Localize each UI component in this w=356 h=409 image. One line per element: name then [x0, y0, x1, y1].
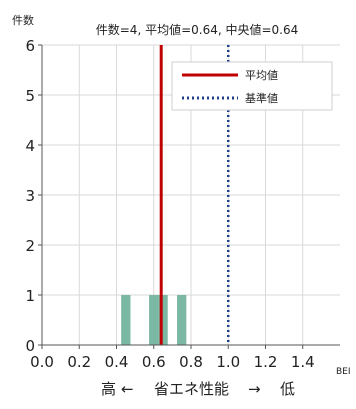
x-caption-arrow-left: ←	[121, 380, 134, 398]
x-caption-performance: 省エネ性能	[154, 380, 229, 398]
y-tick-label: 1	[25, 287, 35, 305]
bar-layer	[121, 295, 187, 345]
legend-box	[171, 61, 333, 111]
legend-mean-label: 平均値	[245, 69, 278, 82]
x-tick-label: 0.0	[30, 353, 54, 371]
x-tick-label: 0.4	[105, 353, 129, 371]
legend: 平均値 基準値	[171, 61, 333, 111]
y-tick-label: 5	[25, 87, 35, 105]
y-tick-label: 0	[25, 337, 35, 355]
x-tick-label: 0.2	[67, 353, 91, 371]
chart-title: 件数=4, 平均値=0.64, 中央値=0.64	[96, 22, 299, 37]
y-tick-label: 3	[25, 187, 35, 205]
x-caption-arrow-right: →	[248, 380, 261, 398]
x-tick-label: 1.2	[254, 353, 278, 371]
x-tick-label: 0.8	[179, 353, 203, 371]
y-tick-label: 2	[25, 237, 35, 255]
y-tick-label: 6	[25, 37, 35, 55]
legend-reference-label: 基準値	[245, 91, 278, 105]
x-caption-high: 高	[101, 380, 116, 398]
x-tick-label: 0.6	[142, 353, 166, 371]
histogram-bar	[121, 295, 131, 345]
y-axis-label: 件数	[12, 14, 34, 27]
y-tick-label: 4	[25, 137, 35, 155]
histogram-bar	[177, 295, 187, 345]
histogram-bar	[158, 295, 168, 345]
x-axis-unit: BEI	[336, 367, 351, 377]
histogram-bar	[149, 295, 159, 345]
text-layer: 件数 件数=4, 平均値=0.64, 中央値=0.64 BEI 高 ← 省エネ性…	[12, 14, 351, 398]
x-tick-label: 1.4	[291, 353, 315, 371]
axis-layer: 0 1 2 3 4 5 6 0.0 0.2 0.4 0.6 0.8 1.0 1.2 1.4	[25, 37, 340, 371]
x-tick-label: 1.0	[216, 353, 240, 371]
x-caption-low: 低	[280, 380, 295, 398]
